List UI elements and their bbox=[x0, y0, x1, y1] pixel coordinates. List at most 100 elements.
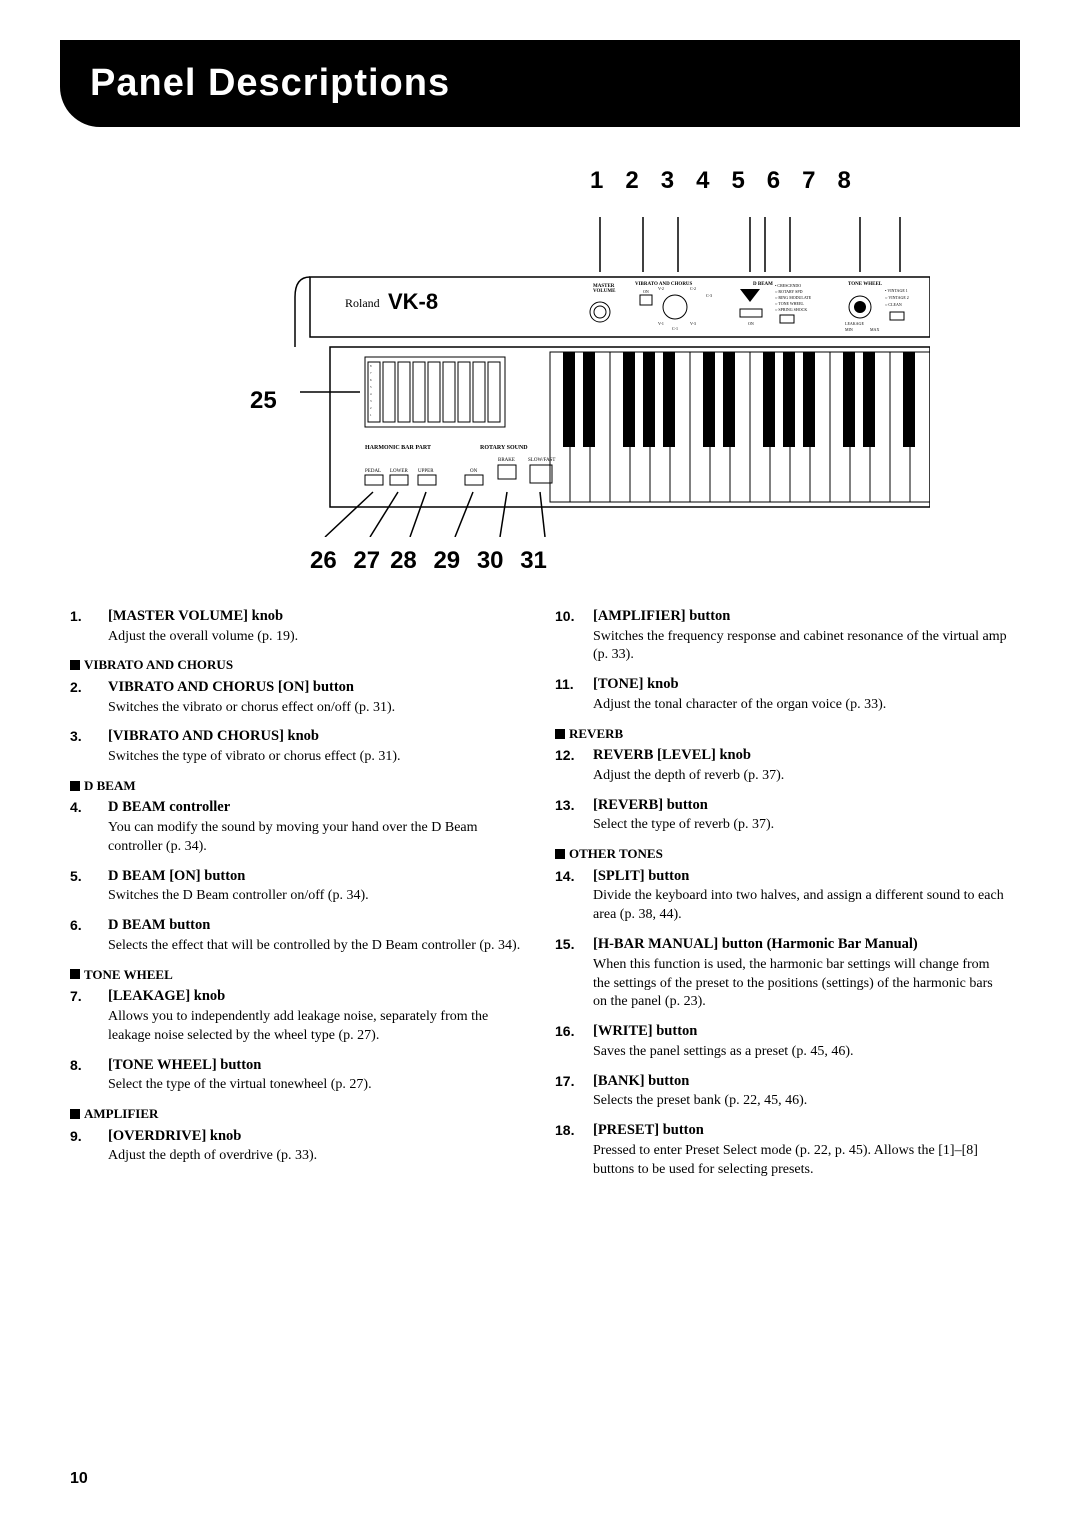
description-item: 11.[TONE] knobAdjust the tonal character… bbox=[555, 675, 1010, 714]
item-number: 11. bbox=[555, 675, 593, 714]
svg-text:4: 4 bbox=[370, 392, 372, 396]
description-item: 8.[TONE WHEEL] buttonSelect the type of … bbox=[70, 1056, 525, 1095]
svg-text:V-3: V-3 bbox=[690, 321, 696, 326]
item-description: Allows you to independently add leakage … bbox=[108, 1008, 525, 1046]
model-text: VK-8 bbox=[388, 289, 438, 314]
square-bullet-icon bbox=[555, 729, 565, 739]
item-number: 4. bbox=[70, 798, 108, 856]
item-description: Select the type of reverb (p. 37). bbox=[593, 816, 1010, 835]
description-item: 3.[VIBRATO AND CHORUS] knobSwitches the … bbox=[70, 727, 525, 766]
item-description: When this function is used, the harmonic… bbox=[593, 956, 1010, 1013]
item-title: [H-BAR MANUAL] button (Harmonic Bar Manu… bbox=[593, 935, 1010, 955]
keyboard bbox=[550, 352, 930, 502]
description-item: 1.[MASTER VOLUME] knobAdjust the overall… bbox=[70, 607, 525, 646]
item-description: Adjust the tonal character of the organ … bbox=[593, 696, 1010, 715]
description-item: 16.[WRITE] buttonSaves the panel setting… bbox=[555, 1022, 1010, 1061]
drawbars bbox=[365, 357, 505, 427]
svg-text:TONE WHEEL: TONE WHEEL bbox=[848, 282, 883, 287]
item-description: Saves the panel settings as a preset (p.… bbox=[593, 1043, 1010, 1062]
item-number: 10. bbox=[555, 607, 593, 665]
section-label: VIBRATO AND CHORUS bbox=[84, 656, 233, 674]
section-label: TONE WHEEL bbox=[84, 966, 173, 984]
svg-text:LOWER: LOWER bbox=[390, 469, 408, 474]
svg-text:PEDAL: PEDAL bbox=[365, 469, 381, 474]
item-number: 16. bbox=[555, 1022, 593, 1061]
svg-text:LEAKAGE: LEAKAGE bbox=[845, 321, 864, 326]
section-header: TONE WHEEL bbox=[70, 966, 525, 984]
svg-text:8: 8 bbox=[370, 364, 372, 368]
section-label: OTHER TONES bbox=[569, 845, 663, 863]
description-item: 17.[BANK] buttonSelects the preset bank … bbox=[555, 1072, 1010, 1111]
svg-text:ON: ON bbox=[643, 289, 649, 294]
svg-text:○ RING MODULATE: ○ RING MODULATE bbox=[775, 295, 812, 300]
item-number: 13. bbox=[555, 796, 593, 835]
title-bar: Panel Descriptions bbox=[60, 40, 1020, 127]
item-title: D BEAM [ON] button bbox=[108, 867, 525, 887]
square-bullet-icon bbox=[555, 849, 565, 859]
square-bullet-icon bbox=[70, 1109, 80, 1119]
svg-text:○ CLEAN: ○ CLEAN bbox=[885, 302, 902, 307]
section-header: OTHER TONES bbox=[555, 845, 1010, 863]
square-bullet-icon bbox=[70, 660, 80, 670]
description-item: 6.D BEAM buttonSelects the effect that w… bbox=[70, 916, 525, 955]
diagram-top-numbers: 12345678 bbox=[590, 167, 873, 195]
item-title: [TONE] knob bbox=[593, 675, 1010, 695]
item-number: 1. bbox=[70, 607, 108, 646]
item-number: 2. bbox=[70, 678, 108, 717]
section-header: REVERB bbox=[555, 725, 1010, 743]
item-number: 6. bbox=[70, 916, 108, 955]
section-header: VIBRATO AND CHORUS bbox=[70, 656, 525, 674]
item-title: [VIBRATO AND CHORUS] knob bbox=[108, 727, 525, 747]
brand-text: Roland bbox=[345, 296, 380, 310]
description-item: 9.[OVERDRIVE] knobAdjust the depth of ov… bbox=[70, 1127, 525, 1166]
item-number: 7. bbox=[70, 987, 108, 1045]
item-title: [AMPLIFIER] button bbox=[593, 607, 1010, 627]
svg-text:ON: ON bbox=[470, 469, 478, 474]
panel-svg: Roland VK-8 MASTER VOLUME VIBRATO AND CH… bbox=[270, 217, 930, 537]
svg-text:1: 1 bbox=[370, 413, 372, 417]
page-title: Panel Descriptions bbox=[90, 62, 990, 105]
item-title: VIBRATO AND CHORUS [ON] button bbox=[108, 678, 525, 698]
item-description: Switches the frequency response and cabi… bbox=[593, 628, 1010, 666]
item-title: REVERB [LEVEL] knob bbox=[593, 746, 1010, 766]
item-number: 14. bbox=[555, 867, 593, 925]
item-number: 15. bbox=[555, 935, 593, 1012]
panel-diagram: 12345678 25 Roland VK-8 MASTER VOLUME VI… bbox=[270, 157, 970, 577]
svg-text:○ SPRING SHOCK: ○ SPRING SHOCK bbox=[775, 307, 807, 312]
item-description: Switches the D Beam controller on/off (p… bbox=[108, 887, 525, 906]
section-label: D BEAM bbox=[84, 777, 136, 795]
section-label: AMPLIFIER bbox=[84, 1105, 158, 1123]
item-description: Select the type of the virtual tonewheel… bbox=[108, 1076, 525, 1095]
section-header: D BEAM bbox=[70, 777, 525, 795]
item-description: Switches the vibrato or chorus effect on… bbox=[108, 699, 525, 718]
item-description: Adjust the depth of reverb (p. 37). bbox=[593, 767, 1010, 786]
description-item: 2.VIBRATO AND CHORUS [ON] buttonSwitches… bbox=[70, 678, 525, 717]
item-title: [WRITE] button bbox=[593, 1022, 1010, 1042]
diagram-bottom-numbers: 26 2728 29 30 31 bbox=[310, 547, 557, 575]
description-item: 4.D BEAM controllerYou can modify the so… bbox=[70, 798, 525, 856]
svg-text:7: 7 bbox=[370, 371, 372, 375]
item-title: [MASTER VOLUME] knob bbox=[108, 607, 525, 627]
item-description: You can modify the sound by moving your … bbox=[108, 819, 525, 857]
svg-text:MIN: MIN bbox=[845, 327, 853, 332]
item-number: 9. bbox=[70, 1127, 108, 1166]
item-title: [BANK] button bbox=[593, 1072, 1010, 1092]
svg-text:V-2: V-2 bbox=[658, 286, 664, 291]
svg-text:D BEAM: D BEAM bbox=[753, 282, 773, 287]
svg-text:BRAKE: BRAKE bbox=[498, 458, 515, 463]
svg-text:○ ROTARY SPD: ○ ROTARY SPD bbox=[775, 289, 803, 294]
section-label: REVERB bbox=[569, 725, 623, 743]
svg-text:C-3: C-3 bbox=[706, 293, 712, 298]
item-number: 5. bbox=[70, 867, 108, 906]
svg-text:○ TONE WHEEL: ○ TONE WHEEL bbox=[775, 301, 804, 306]
item-title: D BEAM controller bbox=[108, 798, 525, 818]
description-item: 10.[AMPLIFIER] buttonSwitches the freque… bbox=[555, 607, 1010, 665]
item-description: Adjust the depth of overdrive (p. 33). bbox=[108, 1147, 525, 1166]
svg-text:• VINTAGE 1: • VINTAGE 1 bbox=[885, 288, 908, 293]
section-header: AMPLIFIER bbox=[70, 1105, 525, 1123]
description-item: 7.[LEAKAGE] knobAllows you to independen… bbox=[70, 987, 525, 1045]
svg-text:○ VINTAGE 2: ○ VINTAGE 2 bbox=[885, 295, 909, 300]
svg-text:HARMONIC BAR PART: HARMONIC BAR PART bbox=[365, 445, 431, 451]
svg-text:C-2: C-2 bbox=[690, 286, 696, 291]
description-item: 18.[PRESET] buttonPressed to enter Prese… bbox=[555, 1121, 1010, 1179]
